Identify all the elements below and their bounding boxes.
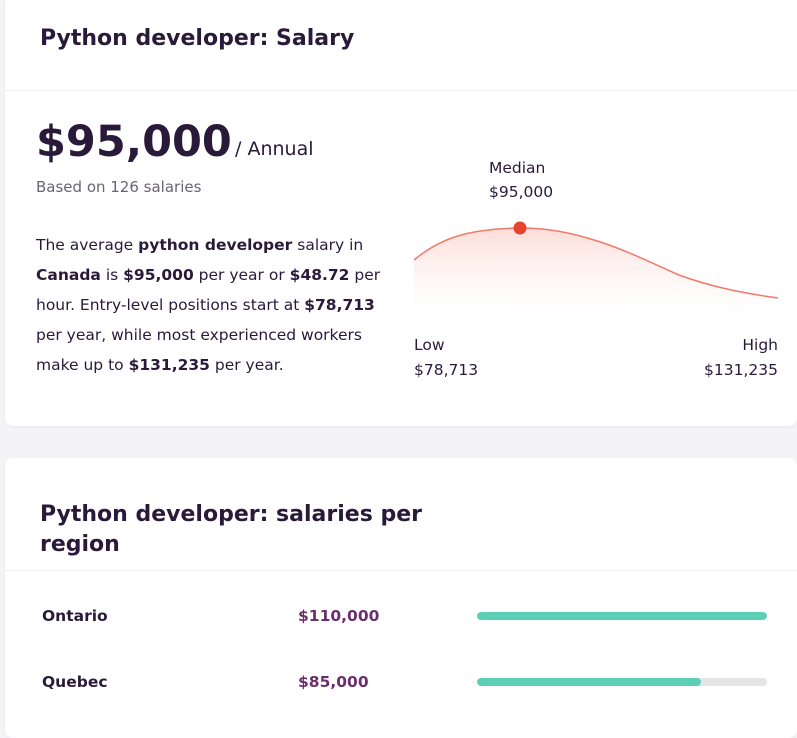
salary-summary: The average python developer salary in C…: [36, 236, 381, 374]
divider: [5, 90, 797, 91]
region-card-title: Python developer: salaries per region: [40, 502, 422, 557]
region-salary: $85,000: [298, 673, 369, 691]
median-marker: [513, 221, 527, 235]
high-value: $131,235: [704, 361, 778, 379]
low-label: Low: [414, 336, 445, 354]
divider: [5, 570, 797, 571]
salary-sample-count: Based on 126 salaries: [36, 178, 202, 196]
salary-card-title: Python developer: Salary: [40, 26, 355, 51]
median-label: Median: [489, 159, 546, 177]
high-label: High: [742, 336, 778, 354]
salary-curve-line: [414, 227, 779, 299]
region-name: Ontario: [42, 607, 108, 625]
region-salary-card: Python developer: salaries per region On…: [5, 458, 797, 738]
salary-period: / Annual: [235, 138, 314, 160]
region-salary-bar: [477, 678, 767, 686]
median-salary: $95,000: [36, 117, 232, 167]
region-salary-bar: [477, 612, 767, 620]
region-row: Quebec $85,000: [42, 667, 772, 697]
region-salary-bar-fill: [477, 612, 767, 620]
salary-card: Python developer: Salary $95,000 / Annua…: [5, 0, 797, 426]
salary-curve: [414, 221, 779, 330]
salary-distribution-chart: Median $95,000 Low $78,713 High $131,235: [414, 150, 784, 390]
region-salary-bar-fill: [477, 678, 702, 686]
salary-curve-area: [414, 227, 778, 330]
median-value: $95,000: [489, 183, 554, 201]
region-name: Quebec: [42, 673, 108, 691]
region-salary: $110,000: [298, 607, 380, 625]
low-value: $78,713: [414, 361, 479, 379]
region-row: Ontario $110,000: [42, 601, 772, 631]
